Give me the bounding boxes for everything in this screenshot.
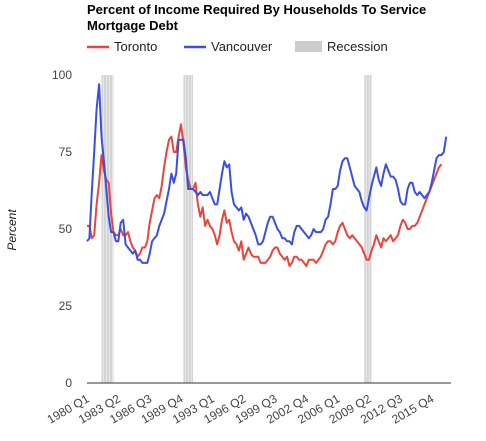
series-line-vancouver [86,83,448,264]
y-tick-label: 25 [59,299,73,313]
y-tick-label: 100 [52,68,72,82]
y-tick-label: 75 [59,145,73,159]
legend-label: Toronto [114,39,157,54]
legend-item-vancouver: Vancouver [184,39,273,54]
recession-bands [101,75,372,383]
legend-item-recession: Recession [295,39,388,54]
chart-series [86,83,448,267]
y-tick-label: 50 [59,222,73,236]
chart-title-line-1: Percent of Income Required By Households… [87,2,426,17]
recession-band [364,75,372,383]
chart-legend: Toronto Vancouver Recession [87,39,388,54]
legend-item-toronto: Toronto [87,39,157,54]
recession-band [101,75,114,383]
series-line-toronto [87,123,443,267]
y-axis-label: Percent [5,209,19,251]
legend-label: Recession [327,39,388,54]
chart-title-line-2: Mortgage Debt [87,18,179,33]
recession-band [183,75,194,383]
legend-label: Vancouver [211,39,273,54]
y-tick-label: 0 [65,376,72,390]
legend-swatch [295,41,322,52]
